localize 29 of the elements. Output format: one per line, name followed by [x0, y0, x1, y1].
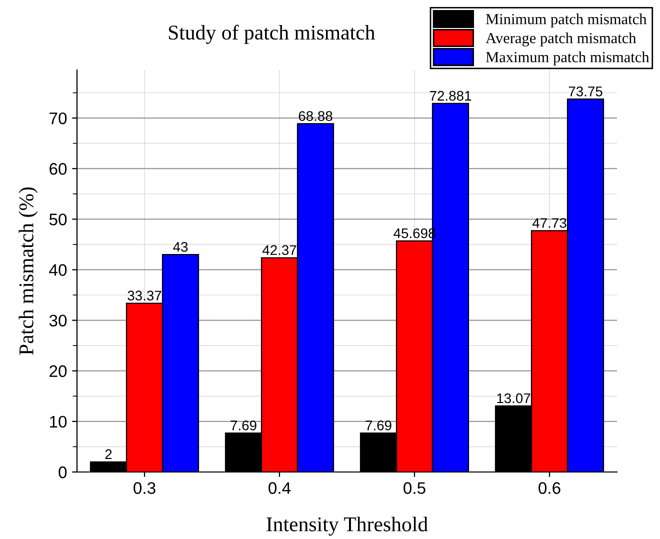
x-tick-label: 0.4 [268, 482, 291, 494]
y-tick-label: 60 [50, 163, 67, 175]
chart-title: Study of patch mismatch [168, 24, 375, 44]
data-label: 42.37 [262, 245, 296, 256]
y-tick-label: 70 [50, 112, 67, 124]
data-label: 7.69 [230, 420, 256, 430]
y-tick-label: 50 [49, 214, 67, 226]
legend-label: Maximum patch mismatch [486, 52, 650, 66]
legend-label: Average patch mismatch [486, 32, 636, 46]
data-label: 68.88 [298, 111, 332, 121]
legend-label: Minimum patch mismatch [486, 14, 647, 28]
y-tick-label: 20 [50, 365, 67, 378]
data-label: 73.75 [568, 86, 602, 96]
data-label: 7.69 [366, 420, 392, 430]
y-tick-label: 30 [49, 314, 67, 327]
data-label: 33.37 [128, 290, 162, 301]
y-tick-label: 10 [50, 416, 67, 428]
data-label: 43 [173, 242, 188, 252]
x-tick-label: 0.5 [404, 482, 426, 494]
x-axis-title: Intensity Threshold [266, 516, 428, 536]
y-tick-label: 40 [49, 264, 67, 276]
data-label: 72.881 [430, 90, 472, 101]
data-label: 47.73 [532, 218, 566, 228]
data-label: 13.07 [497, 393, 530, 404]
y-axis-title: Patch mismatch (%) [18, 187, 38, 355]
x-tick-label: 0.3 [134, 482, 156, 494]
y-tick-label: 0 [58, 466, 67, 478]
data-label: 2 [105, 449, 112, 460]
x-tick-label: 0.6 [538, 482, 560, 494]
